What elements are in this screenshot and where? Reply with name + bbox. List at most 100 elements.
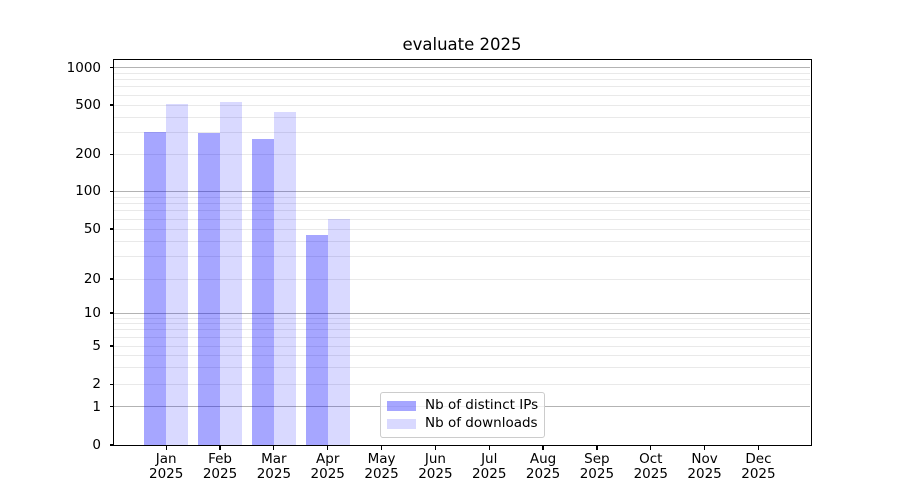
x-tick-mar bbox=[273, 446, 275, 450]
x-tick-label-line: 2025 bbox=[310, 465, 345, 482]
legend-swatch-distinct-ips-icon bbox=[387, 400, 416, 411]
legend-entry-downloads: Nb of downloads bbox=[387, 416, 544, 431]
y-tick-label-1: 1 bbox=[92, 398, 101, 415]
x-tick-label-jun: Jun 2025 bbox=[408, 452, 462, 481]
bar-downloads-jan bbox=[166, 104, 189, 445]
x-tick-label-line: Jan bbox=[155, 451, 177, 467]
gridline-minor-800 bbox=[114, 79, 810, 81]
x-tick-label-line: 2025 bbox=[525, 465, 561, 482]
x-tick-label-line: 2025 bbox=[256, 465, 292, 482]
x-tick-label-mar: Mar 2025 bbox=[247, 452, 301, 481]
y-tick-label-20: 20 bbox=[83, 271, 101, 287]
bar-downloads-apr bbox=[327, 219, 350, 445]
gridline-minor-20 bbox=[114, 278, 810, 280]
x-tick-apr bbox=[327, 446, 329, 450]
gridline-minor-60 bbox=[114, 218, 810, 220]
bar-distinct-ips-jan bbox=[144, 132, 167, 445]
x-tick-label-sep: Sep 2025 bbox=[570, 452, 624, 481]
x-tick-label-line: Oct bbox=[639, 451, 663, 467]
y-tick-label-50: 50 bbox=[83, 221, 101, 237]
gridline-minor-4 bbox=[114, 354, 810, 356]
x-tick-dec bbox=[757, 446, 760, 450]
gridline-minor-2 bbox=[114, 383, 810, 385]
gridline-minor-900 bbox=[114, 72, 810, 74]
x-tick-label-line: May bbox=[367, 451, 396, 467]
gridline-minor-80 bbox=[114, 202, 810, 204]
y-tick-label-2: 2 bbox=[92, 376, 101, 393]
y-tick-2 bbox=[109, 383, 114, 385]
gridline-minor-90 bbox=[114, 196, 810, 198]
x-tick-label-oct: Oct 2025 bbox=[624, 452, 678, 481]
y-tick-label-500: 500 bbox=[75, 97, 101, 113]
legend: Nb of distinct IPs Nb of downloads bbox=[380, 391, 545, 438]
x-tick-label-line: 2025 bbox=[741, 465, 776, 482]
gridline-minor-300 bbox=[114, 131, 810, 133]
x-tick-sep bbox=[596, 446, 598, 450]
gridline-minor-600 bbox=[114, 94, 810, 96]
x-tick-aug bbox=[542, 446, 544, 450]
bar-downloads-feb bbox=[220, 101, 243, 445]
x-tick-label-line: Jun bbox=[424, 451, 446, 467]
x-tick-label-line: Aug bbox=[529, 451, 557, 467]
x-tick-label-line: Mar bbox=[261, 451, 287, 467]
y-tick-label-0: 0 bbox=[92, 437, 101, 453]
legend-swatch-downloads-icon bbox=[387, 418, 416, 429]
gridline-minor-30 bbox=[114, 256, 810, 258]
gridline-minor-40 bbox=[114, 240, 810, 242]
x-tick-may bbox=[380, 446, 383, 450]
x-tick-label-line: 2025 bbox=[418, 465, 453, 482]
x-tick-label-jul: Jul 2025 bbox=[462, 452, 516, 481]
x-tick-jun bbox=[434, 446, 436, 450]
x-tick-label-line: 2025 bbox=[579, 465, 615, 482]
gridline-minor-6 bbox=[114, 336, 810, 338]
y-tick-label-200: 200 bbox=[75, 146, 101, 163]
bar-distinct-ips-feb bbox=[198, 133, 221, 445]
x-tick-label-may: May 2025 bbox=[355, 452, 409, 481]
x-tick-label-line: Apr bbox=[316, 451, 340, 467]
x-tick-label-feb: Feb 2025 bbox=[193, 452, 247, 481]
gridline-minor-5 bbox=[114, 345, 810, 347]
x-tick-label-line: 2025 bbox=[633, 465, 668, 482]
gridline-minor-500 bbox=[114, 104, 810, 106]
y-tick-20 bbox=[109, 278, 114, 280]
x-tick-label-line: 2025 bbox=[149, 465, 184, 482]
bar-distinct-ips-apr bbox=[305, 234, 328, 445]
legend-entry-distinct-ips: Nb of distinct IPs bbox=[387, 398, 544, 413]
gridline-minor-70 bbox=[114, 210, 810, 212]
y-tick-1000 bbox=[109, 67, 114, 69]
x-tick-label-aug: Aug 2025 bbox=[516, 452, 570, 481]
y-tick-1 bbox=[109, 405, 114, 408]
y-tick-50 bbox=[109, 228, 114, 230]
x-tick-label-line: Nov bbox=[691, 451, 718, 467]
y-tick-100 bbox=[109, 190, 114, 192]
y-tick-label-10: 10 bbox=[83, 305, 101, 321]
bar-distinct-ips-mar bbox=[251, 139, 274, 445]
x-tick-jan bbox=[165, 446, 167, 450]
bar-downloads-mar bbox=[273, 111, 296, 445]
gridline-minor-3 bbox=[114, 366, 810, 368]
x-tick-oct bbox=[650, 446, 652, 450]
x-tick-label-line: 2025 bbox=[202, 465, 238, 482]
legend-label-distinct-ips: Nb of distinct IPs bbox=[425, 397, 539, 413]
x-tick-nov bbox=[704, 446, 706, 450]
x-tick-label-jan: Jan 2025 bbox=[139, 452, 193, 481]
x-tick-label-nov: Nov 2025 bbox=[678, 452, 732, 481]
chart-title: evaluate 2025 bbox=[402, 35, 522, 54]
x-tick-label-line: 2025 bbox=[364, 465, 399, 482]
x-tick-label-line: Dec bbox=[745, 451, 772, 467]
y-tick-200 bbox=[109, 153, 114, 155]
y-tick-10 bbox=[109, 312, 114, 314]
gridline-major-1000 bbox=[114, 67, 810, 69]
y-tick-5 bbox=[109, 345, 114, 347]
y-tick-label-100: 100 bbox=[75, 183, 101, 200]
gridline-minor-200 bbox=[114, 153, 810, 155]
x-tick-label-line: Sep bbox=[584, 451, 610, 467]
x-tick-label-line: Feb bbox=[208, 451, 232, 467]
legend-label-downloads: Nb of downloads bbox=[425, 415, 538, 431]
x-tick-feb bbox=[219, 446, 221, 450]
y-tick-500 bbox=[109, 104, 114, 106]
gridline-minor-8 bbox=[114, 323, 810, 325]
y-tick-label-5: 5 bbox=[92, 338, 101, 354]
